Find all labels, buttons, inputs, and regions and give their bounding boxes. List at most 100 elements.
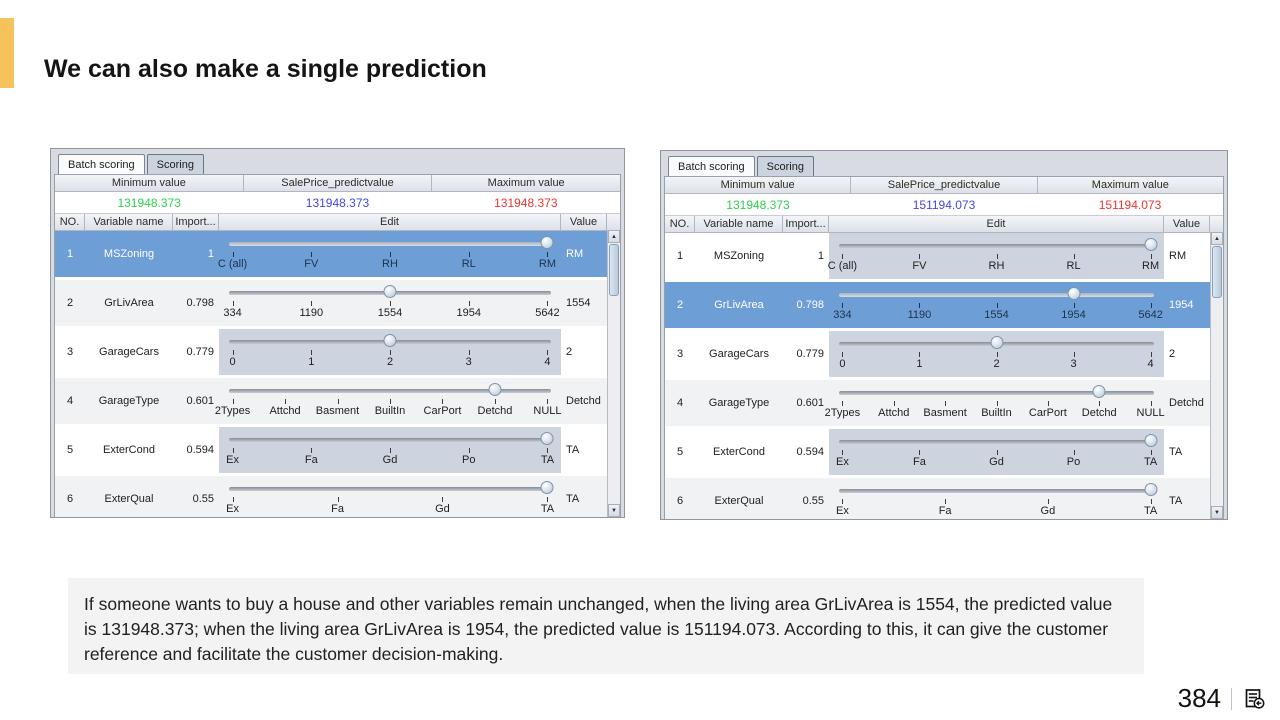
value-slider[interactable]: Ex Fa Gd TA: [226, 478, 554, 517]
slider-tick: [390, 252, 391, 257]
scroll-up-button[interactable]: ▲: [1211, 232, 1223, 245]
value-slider[interactable]: 334 1190 1554 1954 5642: [223, 282, 560, 324]
slider-handle[interactable]: [1144, 238, 1158, 251]
slider-handle[interactable]: [383, 285, 397, 298]
slider-cell: 334 1190 1554 1954 5642: [829, 282, 1164, 328]
slider-tick-label: BuiltIn: [374, 405, 406, 417]
tab-batch-scoring[interactable]: Batch scoring: [668, 156, 755, 176]
value-slider[interactable]: 2Types Attchd Basment BuiltIn CarPort Detchd N…: [215, 380, 562, 422]
slider-tick: [442, 497, 444, 502]
vertical-scrollbar[interactable]: ▲ ▼: [1210, 232, 1223, 519]
slider-tick: [1150, 499, 1152, 504]
slider-handle[interactable]: [383, 334, 397, 347]
slider-tick-label: Gd: [435, 503, 450, 515]
scroll-down-button[interactable]: ▼: [608, 504, 620, 517]
row-number: 5: [676, 446, 684, 458]
variable-row[interactable]: 2 GrLivArea 0.798 334 1190 1554 1954 5642 1954: [665, 282, 1210, 328]
variable-name: GarageCars: [709, 348, 769, 360]
slider-tick-label: 2Types: [824, 407, 861, 419]
slider-tick-label: Po: [461, 454, 476, 466]
variable-row[interactable]: 4 GarageType 0.601 2Types Attchd Basment Built…: [55, 378, 607, 424]
slider-tick-label: BuiltIn: [981, 407, 1012, 419]
slider-tick-label: 2: [386, 356, 394, 368]
value-slider[interactable]: Ex Fa Gd Po TA: [226, 429, 554, 471]
variable-row[interactable]: 3 GarageCars 0.779 0 1 2 3 4 2: [55, 329, 607, 375]
variable-row[interactable]: 5 ExterCond 0.594 Ex Fa Gd Po TA TA: [55, 427, 607, 473]
slider-tick: [311, 448, 313, 453]
slider-handle[interactable]: [1144, 434, 1158, 447]
value-slider[interactable]: 2Types Attchd Basment BuiltIn CarPort Detchd N…: [825, 382, 1165, 424]
header-importance: Import...: [783, 216, 829, 232]
slider-tick: [1150, 303, 1152, 308]
slider-tick: [337, 399, 339, 404]
variable-row[interactable]: 4 GarageType 0.601 2Types Attchd Basment Built…: [665, 380, 1210, 426]
variable-row[interactable]: 6 ExterQual 0.55 Ex Fa Gd TA TA: [665, 478, 1210, 519]
summary-header-predict: SalePrice_predictvalue: [851, 177, 1038, 194]
slider-tick-label: TA: [540, 454, 555, 466]
scroll-up-button[interactable]: ▲: [608, 230, 620, 243]
slider-handle[interactable]: [1067, 287, 1081, 300]
slider-tick-label: Fa: [331, 503, 344, 515]
page-title: We can also make a single prediction: [44, 54, 487, 83]
value-slider[interactable]: 0 1 2 3 4: [836, 333, 1157, 375]
value-slider[interactable]: 334 1190 1554 1954 5642: [833, 284, 1163, 326]
slider-cell: C (all) FV RH RL RM: [218, 231, 561, 277]
slider-tick: [842, 352, 844, 357]
slider-cell: Ex Fa Gd Po TA: [829, 429, 1164, 475]
slider-handle[interactable]: [1144, 483, 1158, 496]
slider-tick-label: 4: [544, 356, 551, 368]
slider-tick: [1150, 352, 1152, 357]
importance-value: 0.601: [796, 397, 824, 409]
scoring-panel-right: Batch scoring Scoring Minimum value Sale…: [660, 150, 1228, 520]
summary-header-row: Minimum value SalePrice_predictvalue Max…: [55, 175, 621, 192]
scrollbar-thumb[interactable]: [609, 244, 619, 296]
slider-tick-label: 2Types: [214, 405, 251, 417]
slider-tick: [311, 350, 313, 355]
scroll-down-button[interactable]: ▼: [1211, 506, 1223, 519]
summary-header-maximum: Maximum value: [1037, 177, 1223, 194]
variable-row[interactable]: 1 MSZoning 1 C (all) FV RH RL RM RM: [665, 233, 1210, 279]
minimum-value: 131948.373: [726, 197, 790, 212]
row-number: 4: [66, 395, 74, 407]
importance-value: 0.601: [186, 395, 214, 407]
slider-tick: [1073, 303, 1075, 308]
slider-tick-label: TA: [1143, 505, 1158, 517]
slider-tick: [919, 254, 921, 259]
slider-tick-label: 5642: [1138, 309, 1163, 321]
current-value: RM: [1169, 250, 1187, 262]
slider-handle[interactable]: [990, 336, 1003, 349]
tab-bar: Batch scoring Scoring: [661, 155, 1227, 176]
variable-row[interactable]: 3 GarageCars 0.779 0 1 2 3 4 2: [665, 331, 1210, 377]
slider-cell: C (all) FV RH RL RM: [828, 233, 1164, 279]
value-slider[interactable]: 0 1 2 3 4: [226, 331, 554, 373]
slider-tick: [232, 448, 234, 453]
row-number: 3: [66, 346, 74, 358]
value-slider[interactable]: Ex Fa Gd Po TA: [836, 431, 1157, 473]
slider-tick: [547, 399, 549, 404]
scrollbar-thumb[interactable]: [1212, 246, 1222, 298]
value-slider[interactable]: C (all) FV RH RL RM: [828, 235, 1160, 277]
tab-batch-scoring[interactable]: Batch scoring: [58, 154, 145, 174]
slider-handle[interactable]: [540, 432, 554, 445]
slider-tick: [1150, 254, 1152, 259]
value-slider[interactable]: Ex Fa Gd TA: [836, 480, 1158, 519]
variable-row[interactable]: 6 ExterQual 0.55 Ex Fa Gd TA TA: [55, 476, 607, 517]
row-number: 1: [676, 250, 684, 262]
slider-tick: [390, 350, 391, 355]
slider-handle[interactable]: [540, 481, 554, 494]
tab-scoring[interactable]: Scoring: [756, 156, 814, 176]
slider-tick-label: 1: [308, 356, 315, 368]
slider-handle[interactable]: [540, 236, 554, 249]
value-slider[interactable]: C (all) FV RH RL RM: [218, 233, 556, 275]
return-to-overview-icon[interactable]: [1242, 687, 1266, 711]
slider-handle[interactable]: [1092, 385, 1106, 398]
variable-row[interactable]: 1 MSZoning 1 C (all) FV RH RL RM RM: [55, 231, 607, 277]
slider-tick-label: RM: [1142, 260, 1160, 272]
tab-scoring[interactable]: Scoring: [146, 154, 204, 174]
variable-row[interactable]: 2 GrLivArea 0.798 334 1190 1554 1954 5642 1554: [55, 280, 607, 326]
variable-row[interactable]: 5 ExterCond 0.594 Ex Fa Gd Po TA TA: [665, 429, 1210, 475]
slider-handle[interactable]: [488, 383, 502, 396]
vertical-scrollbar[interactable]: ▲ ▼: [607, 230, 620, 517]
slider-tick-label: Po: [1066, 456, 1081, 468]
